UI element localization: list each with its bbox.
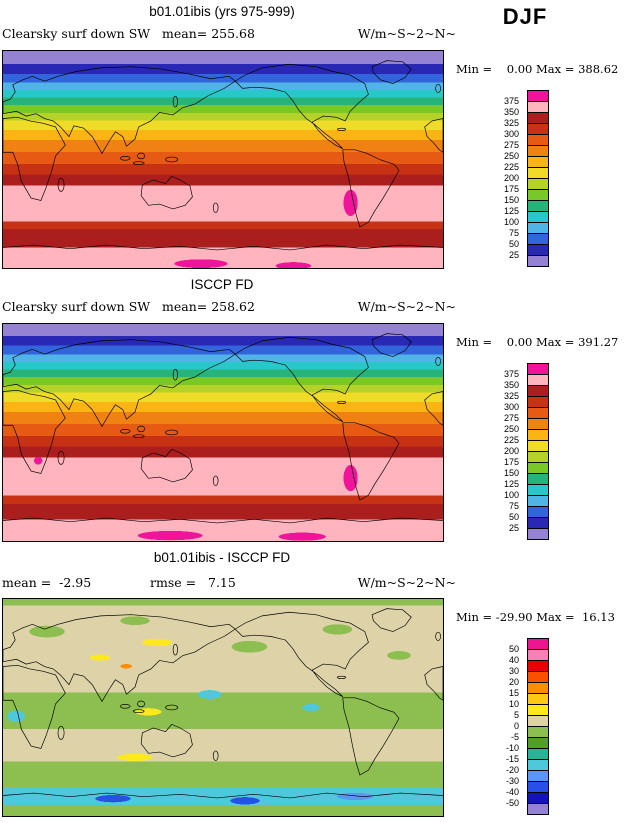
colorbar-label: -30 <box>505 776 519 786</box>
panel1-variable-label: Clearsky surf down SW <box>2 26 151 41</box>
season-label: DJF <box>502 4 548 29</box>
colorbar <box>527 638 549 815</box>
colorbar-label: -20 <box>505 765 519 775</box>
colorbar-swatch <box>527 803 549 815</box>
colorbar-label: 75 <box>508 228 519 238</box>
colorbar-label: 0 <box>513 721 519 731</box>
colorbar-label: 150 <box>503 468 519 478</box>
colorbar-swatch <box>527 528 549 540</box>
colorbar <box>527 90 549 267</box>
colorbar-label: 200 <box>503 446 519 456</box>
colorbar-label: 350 <box>503 380 519 390</box>
colorbar-label: 225 <box>503 162 519 172</box>
colorbar-label: 375 <box>503 369 519 379</box>
colorbar-labels: 375 350 325 300 275 250 225 200 175 150 125 100 75 50… <box>486 363 523 541</box>
colorbar-label: 50 <box>508 644 519 654</box>
colorbar-label: 275 <box>503 140 519 150</box>
colorbar-label: 100 <box>503 490 519 500</box>
panel2-minmax-label: Min = 0.00 Max = 391.27 <box>456 335 619 349</box>
colorbar-labels: 375 350 325 300 275 250 225 200 175 150 125 100 75 50… <box>486 90 523 268</box>
colorbar-label: -50 <box>505 798 519 808</box>
colorbar-label: 250 <box>503 151 519 161</box>
colorbar-label: 125 <box>503 479 519 489</box>
colorbar-label: -10 <box>505 743 519 753</box>
panel1-minmax-label: Min = 0.00 Max = 388.62 <box>456 62 619 76</box>
colorbar-label: 225 <box>503 435 519 445</box>
colorbar-label: 50 <box>508 512 519 522</box>
panel1-title: b01.01ibis (yrs 975-999) <box>149 4 295 19</box>
panel3-minmax-label: Min = -29.90 Max = 16.13 <box>456 610 615 624</box>
colorbar-label: 150 <box>503 195 519 205</box>
colorbar-labels: 50 40 30 20 15 10 5 0 -5 -10 -15 -20 -30 -40 -50 <box>486 638 523 816</box>
panel1-mean-label: mean= 255.68 <box>162 26 255 41</box>
panel2-mean-label: mean= 258.62 <box>162 299 255 314</box>
colorbar-label: 100 <box>503 217 519 227</box>
panel3-rmse-label: rmse = 7.15 <box>150 575 236 590</box>
panel3-units-label: W/m~S~2~N~ <box>357 575 456 590</box>
colorbar-label: -40 <box>505 787 519 797</box>
panel3-mean-label: mean = -2.95 <box>2 575 92 590</box>
coastline-overlay <box>3 333 443 524</box>
colorbar-label: 350 <box>503 107 519 117</box>
panel1-units-label: W/m~S~2~N~ <box>357 26 456 41</box>
colorbar-label: 25 <box>508 523 519 533</box>
colorbar-label: 175 <box>503 184 519 194</box>
colorbar-label: 325 <box>503 391 519 401</box>
colorbar-label: 10 <box>508 699 519 709</box>
colorbar-label: 75 <box>508 501 519 511</box>
colorbar-label: 300 <box>503 402 519 412</box>
colorbar <box>527 363 549 540</box>
colorbar-label: 20 <box>508 677 519 687</box>
coastline-overlay <box>3 60 443 251</box>
colorbar-label: 50 <box>508 239 519 249</box>
colorbar-label: 275 <box>503 413 519 423</box>
panel3-title: b01.01ibis - ISCCP FD <box>153 550 291 565</box>
panel2-variable-label: Clearsky surf down SW <box>2 299 151 314</box>
colorbar-label: 175 <box>503 457 519 467</box>
panel2-title: ISCCP FD <box>190 277 254 292</box>
colorbar-label: 325 <box>503 118 519 128</box>
colorbar-label: 125 <box>503 206 519 216</box>
colorbar-label: 40 <box>508 655 519 665</box>
colorbar-label: 300 <box>503 129 519 139</box>
colorbar-label: 200 <box>503 173 519 183</box>
coastline-overlay <box>3 608 443 799</box>
colorbar-label: 15 <box>508 688 519 698</box>
map-plot <box>2 50 444 269</box>
colorbar-label: 5 <box>513 710 519 720</box>
colorbar-label: -15 <box>505 754 519 764</box>
colorbar-label: 25 <box>508 250 519 260</box>
map-plot <box>2 323 444 542</box>
panel2-units-label: W/m~S~2~N~ <box>357 299 456 314</box>
colorbar-label: 375 <box>503 96 519 106</box>
colorbar-swatch <box>527 255 549 267</box>
colorbar-label: -5 <box>510 732 519 742</box>
colorbar-label: 250 <box>503 424 519 434</box>
map-plot <box>2 598 444 817</box>
colorbar-label: 30 <box>508 666 519 676</box>
